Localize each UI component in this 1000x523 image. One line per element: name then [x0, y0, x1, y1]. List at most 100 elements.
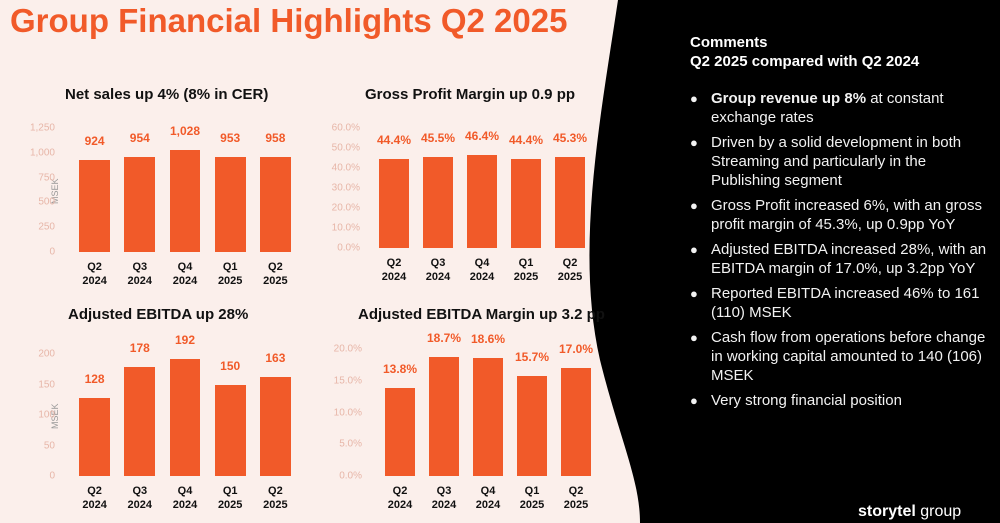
value-label: 178	[129, 341, 150, 356]
x-tick-label: Q3 2024	[425, 257, 451, 283]
chart-title: Net sales up 4% (8% in CER)	[65, 86, 269, 103]
bullet: Adjusted EBITDA increased 28%, with an E…	[690, 240, 990, 278]
bar	[79, 160, 110, 252]
y-tick-label: 40.0%	[331, 162, 360, 174]
comments-subheading: Q2 2025 compared with Q2 2024	[690, 53, 920, 70]
bullet: Driven by a solid development in both St…	[690, 133, 990, 190]
bar	[385, 388, 415, 476]
y-tick-label: 20.0%	[331, 202, 360, 214]
x-tick-label: Q3 2024	[127, 261, 153, 287]
y-tick-label: 100	[38, 409, 55, 421]
y-tick-label: 150	[38, 379, 55, 390]
bullet-text: Reported EBITDA increased 46% to 161 (11…	[711, 285, 980, 321]
x-tick-label: Q4 2024	[172, 485, 198, 511]
y-tick-label: 5.0%	[339, 438, 362, 450]
value-label: 924	[84, 134, 105, 149]
y-tick-label: 10.0%	[333, 407, 362, 418]
bar	[467, 155, 497, 248]
bar	[555, 157, 585, 248]
x-tick-label: Q1 2025	[519, 485, 545, 511]
value-label: 46.4%	[464, 129, 500, 144]
comments-heading: Comments	[690, 34, 768, 51]
bullet-text: Cash flow from operations before change …	[711, 329, 986, 384]
bar	[379, 159, 409, 248]
y-tick-label: 750	[38, 172, 55, 184]
bar	[214, 157, 246, 252]
x-tick-label: Q4 2024	[475, 485, 501, 511]
value-label: 17.0%	[558, 342, 594, 357]
y-tick-label: 500	[38, 196, 55, 208]
bar	[511, 159, 541, 248]
value-label: 163	[265, 350, 286, 365]
bar	[169, 358, 201, 476]
bar	[124, 157, 156, 252]
x-tick-label: Q2 2024	[381, 257, 407, 283]
bar	[429, 357, 459, 476]
chart-title: Adjusted EBITDA Margin up 3.2 pp	[358, 306, 605, 323]
bullet-text: Gross Profit increased 6%, with an gross…	[711, 197, 982, 233]
value-label: 954	[129, 131, 150, 146]
bar	[260, 156, 291, 252]
x-tick-label: Q2 2024	[387, 485, 413, 511]
y-tick-label: 30.0%	[331, 182, 360, 194]
x-tick-label: Q4 2024	[172, 261, 198, 287]
bullet: Gross Profit increased 6%, with an gross…	[690, 196, 990, 234]
x-tick-label: Q1 2025	[513, 257, 539, 283]
slide-title: Group Financial Highlights Q2 2025	[10, 2, 568, 39]
value-label: 18.6%	[470, 331, 506, 346]
value-label: 1,028	[169, 124, 201, 139]
value-label: 13.8%	[382, 362, 418, 377]
value-label: 958	[265, 130, 286, 145]
y-tick-label: 0	[49, 470, 55, 482]
y-tick-label: 50	[43, 440, 55, 451]
grid-line	[372, 248, 592, 249]
grid-line	[378, 476, 598, 477]
value-label: 192	[174, 332, 196, 347]
y-tick-label: 1,250	[29, 122, 55, 134]
bar	[79, 397, 110, 476]
y-tick-label: 1,000	[29, 147, 55, 159]
grid-line	[372, 148, 592, 149]
comments: Comments Q2 2025 compared with Q2 2024 G…	[690, 33, 990, 416]
bullet-text: Driven by a solid development in both St…	[711, 134, 962, 189]
value-label: 15.7%	[514, 350, 550, 365]
bullet: Group revenue up 8% at constant exchange…	[690, 89, 990, 127]
bar	[124, 367, 156, 476]
x-tick-label: Q2 2025	[263, 485, 288, 511]
x-tick-label: Q1 2025	[217, 261, 243, 287]
bullet: Very strong financial position	[690, 391, 990, 410]
bullet: Reported EBITDA increased 46% to 161 (11…	[690, 284, 990, 322]
bar	[423, 157, 453, 248]
bar	[214, 384, 246, 476]
y-tick-label: 10.0%	[331, 222, 360, 234]
x-tick-label: Q3 2024	[127, 485, 153, 511]
y-tick-label: 0.0%	[339, 470, 362, 482]
x-tick-label: Q2 2024	[82, 485, 107, 511]
grid-line	[72, 252, 298, 253]
x-tick-label: Q1 2025	[217, 485, 243, 511]
y-tick-label: 200	[38, 348, 55, 360]
bullet-text: Adjusted EBITDA increased 28%, with an E…	[711, 241, 987, 277]
value-label: 45.3%	[552, 131, 588, 146]
x-tick-label: Q2 2025	[557, 257, 583, 283]
bullet-text: Very strong financial position	[711, 392, 902, 409]
value-label: 45.5%	[420, 131, 456, 145]
y-tick-label: 20.0%	[333, 343, 362, 355]
bar	[260, 376, 291, 476]
bar	[169, 150, 201, 252]
value-label: 128	[84, 371, 105, 386]
grid-line	[72, 476, 298, 477]
x-tick-label: Q2 2025	[263, 261, 288, 287]
y-tick-label: 15.0%	[333, 375, 362, 387]
x-tick-label: Q4 2024	[469, 257, 495, 283]
x-tick-label: Q2 2025	[563, 485, 589, 511]
value-label: 18.7%	[426, 331, 462, 346]
value-label: 44.4%	[376, 133, 412, 148]
bullet-list: Group revenue up 8% at constant exchange…	[690, 89, 990, 410]
x-tick-label: Q3 2024	[431, 485, 457, 511]
logo: storytel group	[858, 503, 961, 521]
y-tick-label: 50.0%	[331, 142, 360, 154]
y-tick-label: 60.0%	[331, 122, 360, 134]
chart-title: Gross Profit Margin up 0.9 pp	[365, 86, 576, 103]
